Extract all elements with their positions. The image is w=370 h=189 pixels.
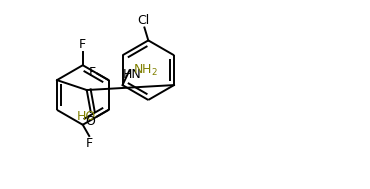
Text: NH$_2$: NH$_2$ xyxy=(132,63,158,78)
Text: F: F xyxy=(89,66,96,79)
Text: HO: HO xyxy=(77,110,96,123)
Text: O: O xyxy=(85,115,95,128)
Text: F: F xyxy=(85,137,93,150)
Text: HN: HN xyxy=(123,68,142,81)
Text: Cl: Cl xyxy=(137,13,149,26)
Text: F: F xyxy=(79,38,86,51)
